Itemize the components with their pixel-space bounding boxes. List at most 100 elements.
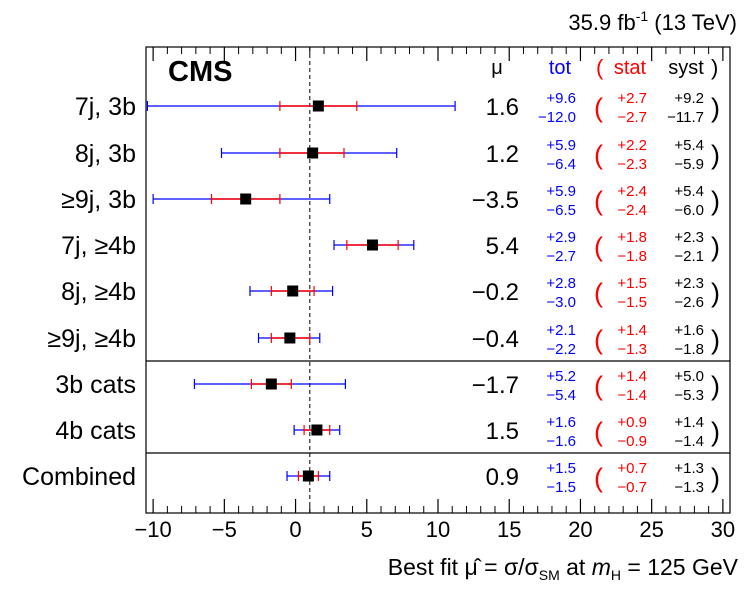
stat-down-value: −1.5 — [617, 294, 647, 311]
tot-down-value: −12.0 — [538, 109, 576, 126]
syst-up-value: +5.0 — [674, 368, 704, 385]
group-separators — [146, 360, 730, 454]
syst-up-value: +1.6 — [674, 322, 704, 339]
stat-down-value: −2.4 — [617, 202, 647, 219]
row-5: ≥9j, ≥4b −0.4 +2.1 −2.2 (+1.4 −1.3 +1.6 −1.8) — [47, 322, 720, 358]
stat-open-paren: ( — [594, 140, 603, 170]
tot-down-value: −2.2 — [546, 341, 576, 358]
stat-down-value: −1.8 — [617, 248, 647, 265]
mu-value: 0.9 — [486, 464, 519, 491]
mu-value: −1.7 — [472, 372, 519, 399]
tot-up-value: +2.1 — [546, 322, 576, 339]
row-label: 3b cats — [55, 371, 136, 399]
stat-down-value: −1.3 — [617, 341, 647, 358]
syst-close-paren: ) — [711, 417, 720, 447]
stat-up-value: +1.4 — [617, 368, 647, 385]
best-fit-marker — [312, 100, 324, 112]
row-2: ≥9j, 3b −3.5 +5.9 −6.5 (+2.4 −2.4 +5.4 −6.0) — [61, 183, 720, 219]
syst-down-value: −1.8 — [674, 341, 704, 358]
tot-down-value: −1.6 — [546, 433, 576, 450]
row-label: ≥9j, 3b — [61, 186, 136, 214]
x-tick-label: 10 — [426, 517, 450, 542]
row-1: 8j, 3b 1.2 +5.9 −6.4 (+2.2 −2.3 +5.4 −5.9) — [75, 137, 720, 173]
syst-down-value: −6.0 — [674, 202, 704, 219]
mu-value: −0.4 — [472, 326, 519, 353]
x-tick-label: 0 — [289, 517, 301, 542]
stat-up-value: +2.4 — [617, 183, 647, 200]
syst-up-value: +2.3 — [674, 229, 704, 246]
header-mu: μ — [491, 57, 503, 79]
luminosity-exponent: -1 — [636, 8, 649, 24]
stat-open-paren: ( — [594, 417, 603, 447]
syst-down-value: −1.3 — [674, 479, 704, 496]
tot-up-value: +5.9 — [546, 137, 576, 154]
row-label: 4b cats — [55, 417, 136, 445]
tot-down-value: −1.5 — [546, 479, 576, 496]
syst-close-paren: ) — [711, 278, 720, 308]
stat-down-value: −0.9 — [617, 433, 647, 450]
row-7: 4b cats 1.5 +1.6 −1.6 (+0.9 −0.9 +1.4 −1.4) — [55, 414, 720, 450]
row-label: 7j, ≥4b — [61, 232, 136, 260]
luminosity-label: 35.9 fb-1 (13 TeV) — [568, 8, 737, 35]
best-fit-marker — [307, 147, 319, 159]
syst-close-paren: ) — [711, 140, 720, 170]
syst-down-value: −5.9 — [674, 156, 704, 173]
best-fit-marker — [287, 285, 299, 297]
tot-up-value: +1.6 — [546, 414, 576, 431]
best-fit-marker — [302, 470, 314, 482]
stat-up-value: +0.7 — [617, 460, 647, 477]
mu-value: 1.6 — [486, 94, 519, 121]
syst-down-value: −1.4 — [674, 433, 704, 450]
row-label: 8j, 3b — [75, 140, 136, 168]
stat-open-paren: ( — [594, 232, 603, 262]
stat-open-paren: ( — [594, 278, 603, 308]
stat-down-value: −2.7 — [617, 109, 647, 126]
mu-value: 1.5 — [486, 418, 519, 445]
x-tick-label: 20 — [568, 517, 592, 542]
stat-open-paren: ( — [594, 325, 603, 355]
syst-down-value: −5.3 — [674, 387, 704, 404]
stat-up-value: +1.4 — [617, 322, 647, 339]
stat-up-value: +2.7 — [617, 90, 647, 107]
syst-close-paren: ) — [711, 232, 720, 262]
tot-up-value: +2.8 — [546, 275, 576, 292]
stat-down-value: −2.3 — [617, 156, 647, 173]
tot-down-value: −2.7 — [546, 248, 576, 265]
x-axis-label: Best fit μ̂ = σ/σSM at mH = 125 GeV — [388, 554, 739, 583]
stat-open-paren: ( — [594, 371, 603, 401]
stat-up-value: +1.8 — [617, 229, 647, 246]
syst-down-value: −11.7 — [667, 109, 704, 126]
x-tick-label: 30 — [711, 517, 735, 542]
row-3: 7j, ≥4b 5.4 +2.9 −2.7 (+1.8 −1.8 +2.3 −2.1) — [61, 229, 720, 265]
mu-value: −3.5 — [472, 187, 519, 214]
row-4: 8j, ≥4b −0.2 +2.8 −3.0 (+1.5 −1.5 +2.3 −2.6) — [61, 275, 720, 311]
tot-up-value: +1.5 — [546, 460, 576, 477]
stat-up-value: +2.2 — [617, 137, 647, 154]
row-label: Combined — [22, 463, 136, 491]
syst-down-value: −2.6 — [674, 294, 704, 311]
x-tick-label: −10 — [134, 517, 171, 542]
best-fit-marker — [284, 332, 296, 344]
syst-up-value: +5.4 — [674, 137, 704, 154]
row-6: 3b cats −1.7 +5.2 −5.4 (+1.4 −1.4 +5.0 −5.3) — [55, 368, 720, 404]
tot-down-value: −5.4 — [546, 387, 576, 404]
tot-down-value: −6.5 — [546, 202, 576, 219]
mu-value: 1.2 — [486, 141, 519, 168]
x-tick-label: −5 — [212, 517, 237, 542]
x-tick-label: 15 — [497, 517, 521, 542]
tot-down-value: −3.0 — [546, 294, 576, 311]
tot-up-value: +2.9 — [546, 229, 576, 246]
syst-up-value: +5.4 — [674, 183, 704, 200]
tot-up-value: +5.2 — [546, 368, 576, 385]
x-tick-label: 5 — [361, 517, 373, 542]
syst-up-value: +9.2 — [674, 90, 704, 107]
syst-up-value: +2.3 — [674, 275, 704, 292]
row-0: 7j, 3b 1.6 +9.6 −12.0 (+2.7 −2.7 +9.2 −11.7) — [75, 90, 720, 126]
syst-close-paren: ) — [711, 371, 720, 401]
stat-up-value: +0.9 — [617, 414, 647, 431]
stat-open-paren: ( — [594, 93, 603, 123]
syst-close-paren: ) — [711, 463, 720, 493]
best-fit-marker — [366, 239, 378, 251]
mu-value: 5.4 — [486, 233, 519, 260]
